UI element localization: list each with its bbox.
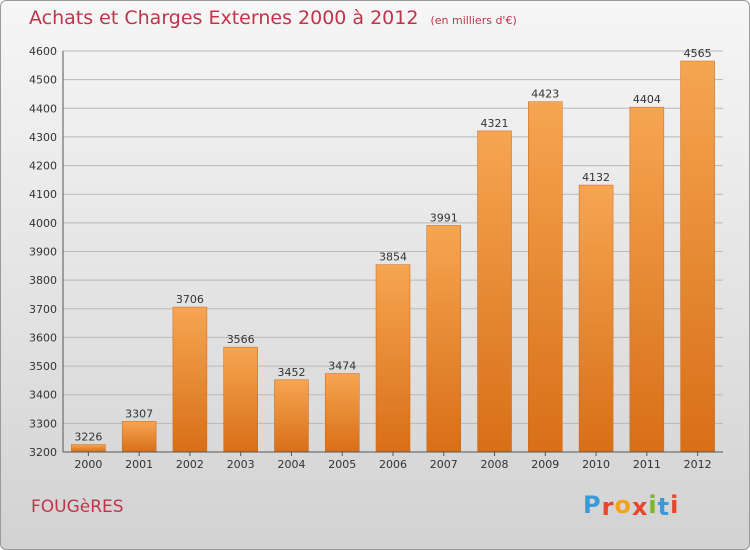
logo-letter: P	[583, 491, 602, 519]
y-tick-label: 4500	[29, 74, 57, 87]
logo-letter: o	[614, 491, 632, 519]
bar-2002	[172, 306, 208, 453]
value-label-2009: 4423	[531, 88, 559, 101]
value-label-2011: 4404	[633, 93, 661, 106]
y-tick-label: 4600	[29, 45, 57, 58]
y-tick-label: 3700	[29, 303, 57, 316]
x-tick-label-2007: 2007	[430, 458, 458, 471]
bar-2010	[578, 184, 614, 453]
y-tick-label: 3500	[29, 360, 57, 373]
bar-2005	[324, 373, 360, 453]
chart-title: Achats et Charges Externes 2000 à 2012 (e…	[29, 7, 517, 29]
bar-2007	[426, 225, 462, 453]
logo-letter: i	[648, 491, 658, 519]
x-tick-label-2009: 2009	[531, 458, 559, 471]
x-tick-label-2006: 2006	[379, 458, 407, 471]
value-label-2001: 3307	[125, 407, 153, 420]
y-tick-label: 3800	[29, 274, 57, 287]
value-label-2004: 3452	[277, 366, 305, 379]
value-label-2007: 3991	[430, 211, 458, 224]
value-label-2002: 3706	[176, 293, 204, 306]
x-tick-label-2005: 2005	[328, 458, 356, 471]
y-tick-label: 4200	[29, 160, 57, 173]
value-label-2005: 3474	[328, 360, 356, 373]
value-label-2012: 4565	[684, 47, 712, 60]
chart-unit: (en milliers d'€)	[430, 14, 517, 27]
x-tick-label-2004: 2004	[277, 458, 305, 471]
x-tick-label-2000: 2000	[74, 458, 102, 471]
chart-title-text: Achats et Charges Externes 2000 à 2012	[29, 7, 419, 29]
y-tick-label: 3900	[29, 246, 57, 259]
x-tick-label-2003: 2003	[227, 458, 255, 471]
y-tick-label: 4400	[29, 102, 57, 115]
bar-2011	[629, 106, 665, 453]
y-tick-label: 3400	[29, 389, 57, 402]
x-tick-label-2008: 2008	[481, 458, 509, 471]
bar-2001	[121, 421, 157, 453]
y-tick-label: 4300	[29, 131, 57, 144]
value-label-2003: 3566	[227, 333, 255, 346]
logo-letter: i	[670, 491, 680, 519]
logo-letter: x	[631, 493, 649, 521]
bar-2004	[274, 379, 309, 453]
value-label-2010: 4132	[582, 171, 610, 184]
value-label-2000: 3226	[74, 431, 102, 444]
bar-2003	[223, 346, 258, 453]
y-tick-label: 4100	[29, 188, 57, 201]
logo-letter: r	[601, 493, 615, 521]
bar-2012	[680, 60, 715, 453]
value-label-2006: 3854	[379, 251, 407, 264]
town-name: FOUGèRES	[31, 497, 124, 517]
bar-2008	[477, 130, 512, 453]
bar-2000	[71, 444, 106, 453]
y-tick-label: 3300	[29, 417, 57, 430]
x-tick-label-2001: 2001	[125, 458, 153, 471]
x-tick-label-2012: 2012	[684, 458, 712, 471]
bar-2009	[528, 101, 563, 453]
bar-2006	[375, 264, 411, 453]
x-tick-label-2011: 2011	[633, 458, 661, 471]
y-tick-label: 4000	[29, 217, 57, 230]
x-tick-label-2010: 2010	[582, 458, 610, 471]
value-label-2008: 4321	[481, 117, 509, 130]
y-tick-label: 3200	[29, 446, 57, 459]
logo-letter: t	[657, 493, 671, 521]
y-tick-label: 3600	[29, 331, 57, 344]
proxiti-logo: Proxiti	[583, 491, 680, 521]
x-tick-label-2002: 2002	[176, 458, 204, 471]
